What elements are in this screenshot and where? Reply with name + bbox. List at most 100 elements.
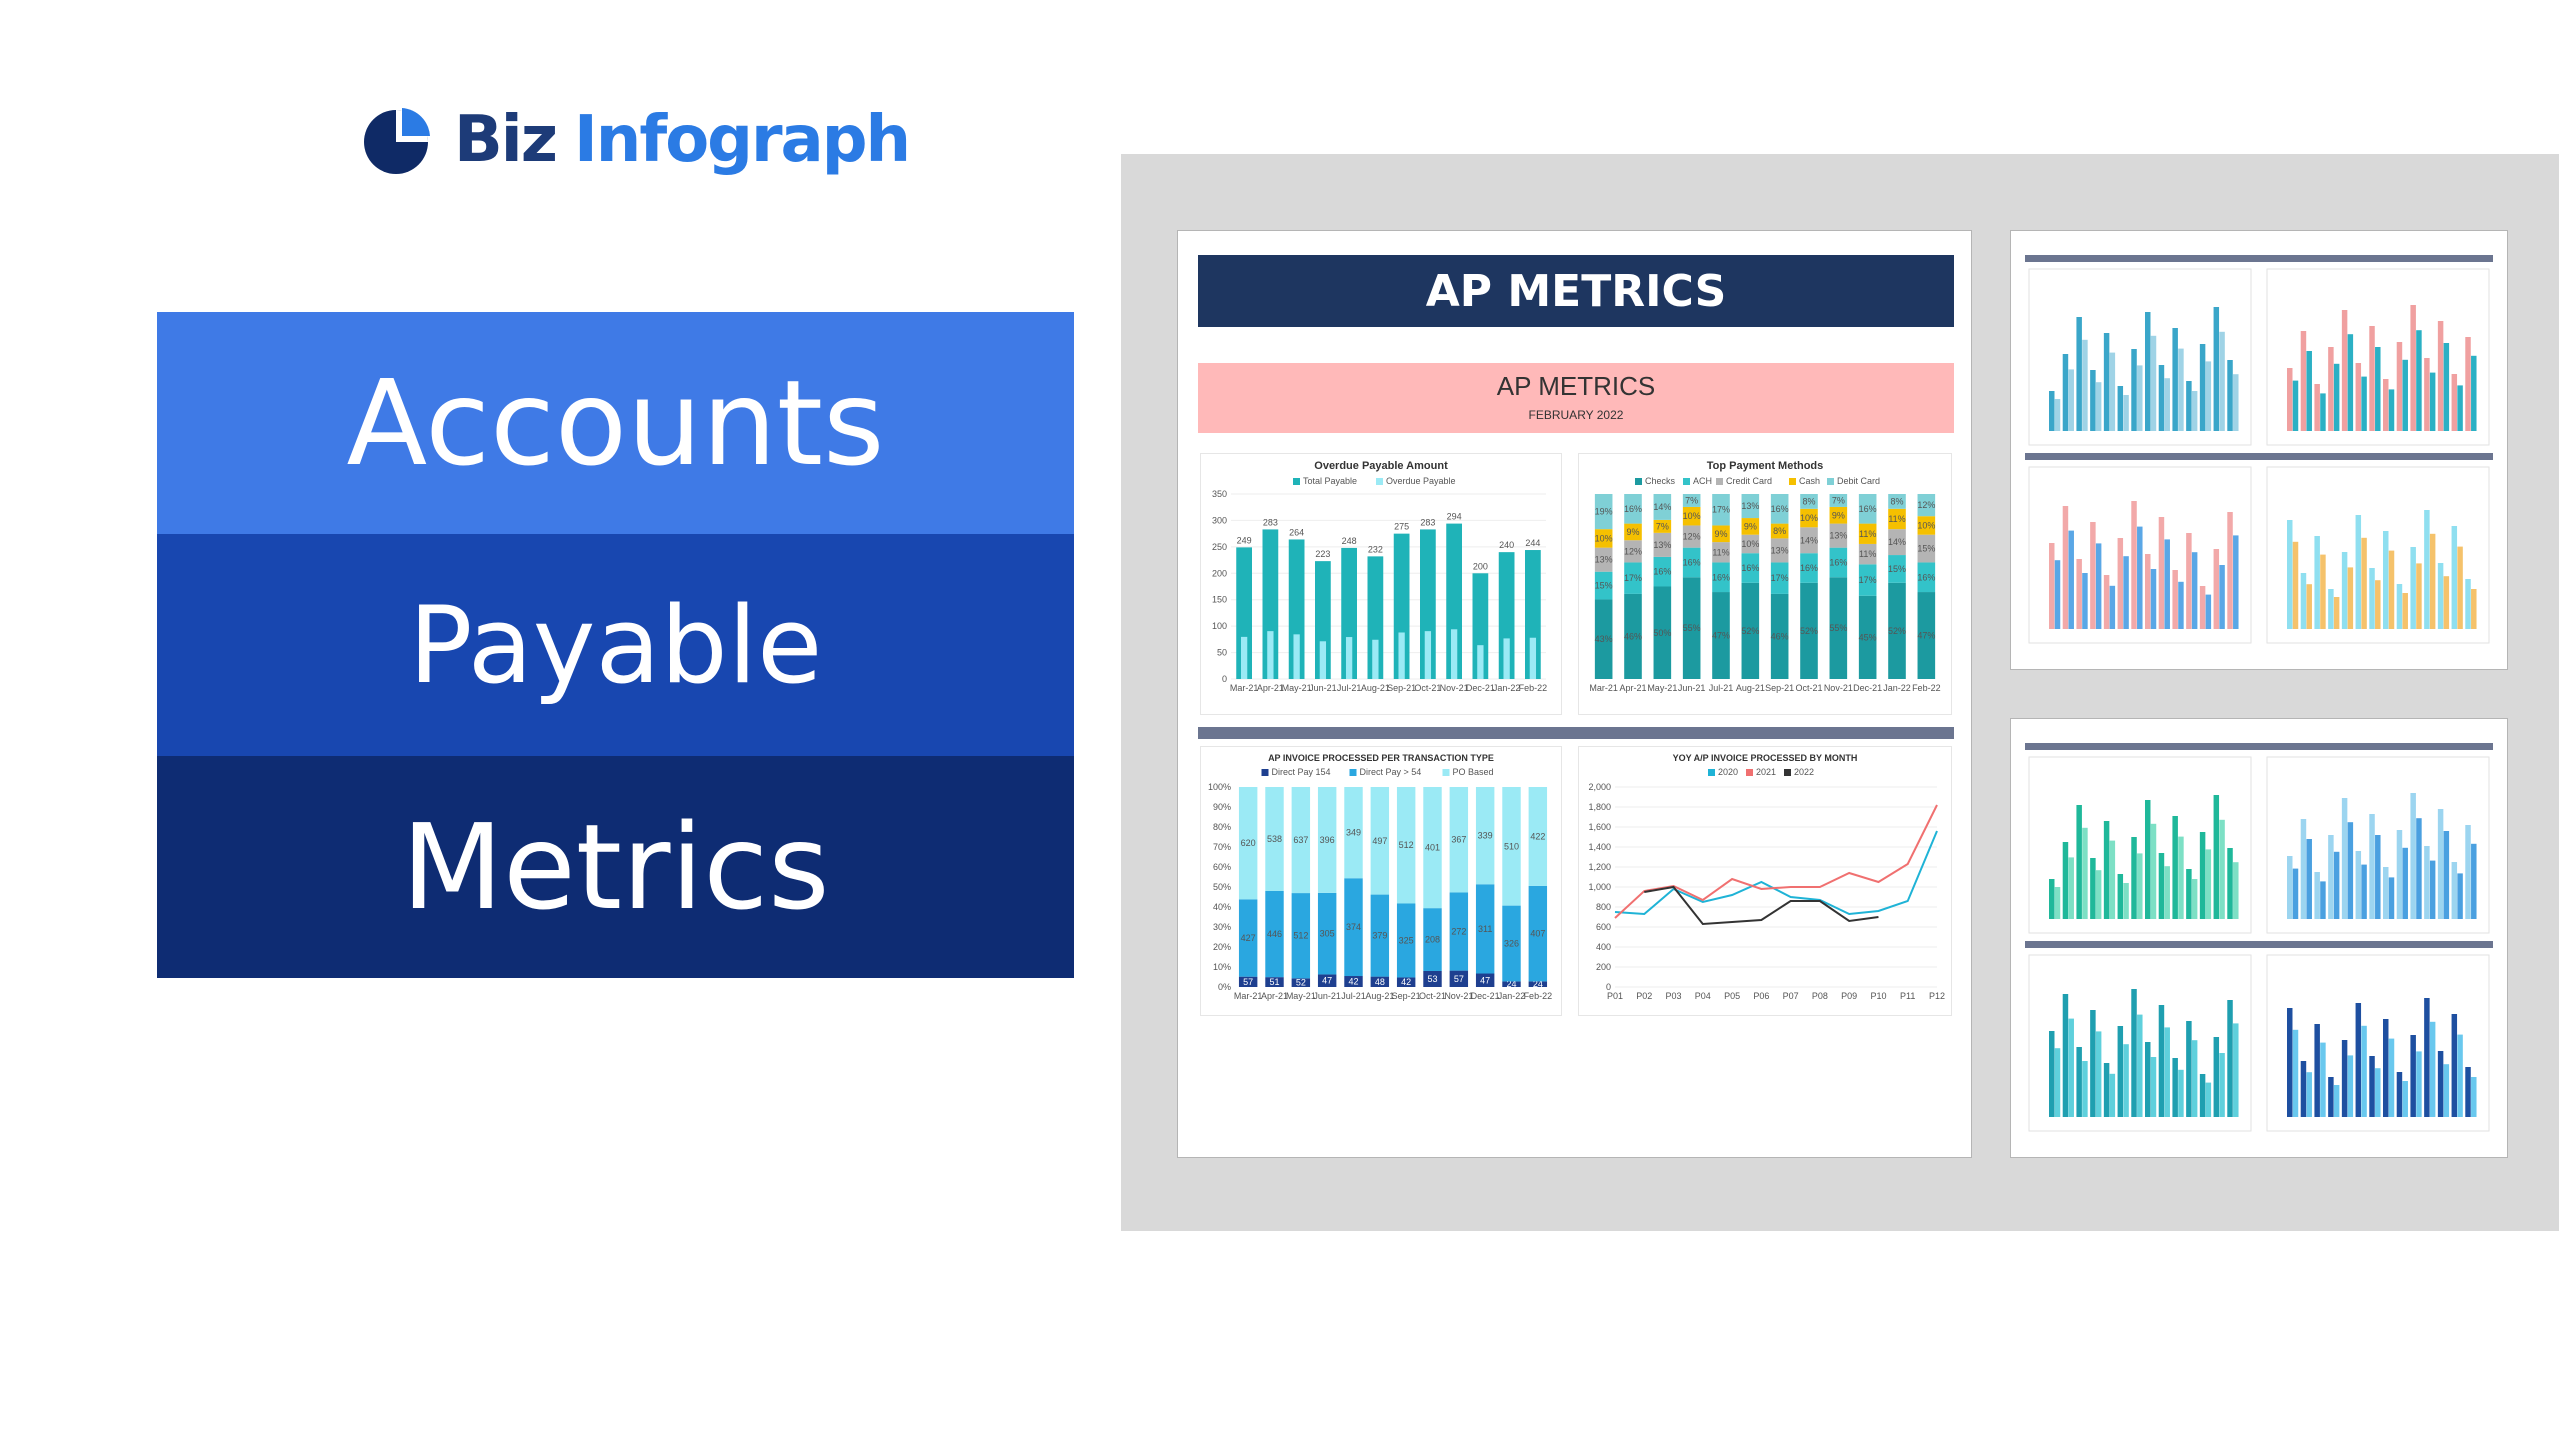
bar-segment [1317,892,1337,975]
bar-segment [1682,525,1701,548]
bar-segment [1291,787,1311,894]
mini-bar [2054,1048,2061,1117]
bar-segment [1682,577,1701,679]
data-label: 12% [1624,546,1642,556]
x-tick-label: May-21 [1282,683,1312,693]
data-label: 422 [1530,831,1545,841]
mini-bar [2219,331,2225,431]
mini-bar [2328,835,2334,919]
mini-bar [2287,520,2293,629]
mini-bar [2150,1057,2157,1117]
mini-bar [2117,386,2124,431]
legend-entry: PO Based [1453,767,1494,777]
legend-swatch [1746,769,1753,776]
y-tick-label: 400 [1596,942,1611,952]
mini-bar [2172,570,2178,629]
x-tick-label: Apr-21 [1619,683,1646,693]
bar-segment [1502,981,1521,987]
bar-total-payable [1367,556,1384,679]
x-tick-label: Feb-22 [1524,991,1553,1001]
y-tick-label: 600 [1596,922,1611,932]
mini-bar [2416,330,2422,431]
title-payable: Payable [157,534,1074,756]
biz-infograph-logo: Biz Infograph [360,100,911,180]
bar-overdue-payable [1345,637,1353,679]
data-label: 52% [1800,626,1818,636]
data-label: 55% [1683,623,1701,633]
title-metrics: Metrics [157,756,1074,978]
bar-segment [1344,878,1363,977]
mini-bar [2095,382,2102,431]
data-label: 8% [1802,496,1815,506]
mini-bar [2287,368,2293,431]
legend-swatch [1683,478,1690,485]
mini-bar [2333,363,2340,431]
bar-segment [1829,547,1848,578]
mini-bar [2164,866,2170,919]
mini-bar [2049,879,2055,919]
bar-segment [1917,516,1936,535]
mini-bar [2213,795,2220,919]
data-label: 339 [1478,831,1493,841]
mini-bar [2172,328,2178,431]
bar-overdue-payable [1503,638,1510,679]
mini-bar [2388,389,2395,431]
bar-segment [1712,525,1730,543]
mini-bar [2320,393,2326,431]
bar-overdue-payable [1398,632,1405,679]
mini-bar [2233,374,2239,431]
mini-bar [2137,1014,2143,1117]
mini-bar [2186,533,2192,629]
bar-segment [1712,592,1730,679]
mini-bar [2437,563,2444,629]
bar-overdue-payable [1267,631,1274,679]
mini-bar [2369,326,2375,431]
bar-segment [1594,547,1613,572]
data-label: 13% [1653,540,1671,550]
y-tick-label: 300 [1212,515,1227,525]
mini-bar [2396,342,2403,431]
x-tick-label: P03 [1666,991,1682,1001]
data-label: 367 [1451,835,1466,845]
section-divider [2025,941,2493,948]
mini-bar [2292,380,2299,431]
bar-overdue-payable [1319,641,1327,679]
page-3-thumbnail-svg [2025,743,2493,1132]
x-tick-label: P09 [1841,991,1857,1001]
section-divider [1198,727,1954,739]
data-label: 16% [1741,563,1759,573]
y-tick-label: 1,800 [1588,802,1611,812]
mini-bar [2306,351,2312,431]
bar-segment [1741,534,1760,554]
bar-segment [1528,885,1548,982]
mini-bar [2131,501,2137,629]
x-tick-label: Aug-21 [1736,683,1765,693]
bar-segment [1770,538,1789,563]
data-label: 9% [1626,527,1639,537]
mini-bar [2150,823,2157,919]
data-label: 47% [1712,631,1730,641]
data-label: 17% [1771,573,1789,583]
data-label: 283 [1263,517,1278,527]
legend-entry: Overdue Payable [1386,476,1456,486]
mini-bar [2137,526,2143,629]
mini-bar [2131,989,2137,1117]
bar-segment [1265,890,1284,978]
legend-swatch [1349,769,1357,776]
y-tick-label: 60% [1213,862,1231,872]
mini-bar [2227,848,2233,919]
mini-bar [2306,1072,2312,1117]
data-label: 7% [1832,495,1845,505]
bar-segment [1594,599,1613,679]
data-label: 47 [1480,975,1490,985]
data-label: 512 [1293,931,1308,941]
mini-bar [2287,856,2293,919]
top-payment-methods-chart: Top Payment Methods Checks ACH Credit Card… [1578,453,1952,715]
mini-bar [2402,359,2408,431]
mini-bar [2199,1074,2206,1117]
mini-bar [2471,355,2477,431]
mini-bar [2292,541,2299,629]
data-label: 10% [1741,539,1759,549]
x-tick-label: Apr-21 [1261,991,1288,1001]
x-tick-label: Jul-21 [1709,683,1734,693]
